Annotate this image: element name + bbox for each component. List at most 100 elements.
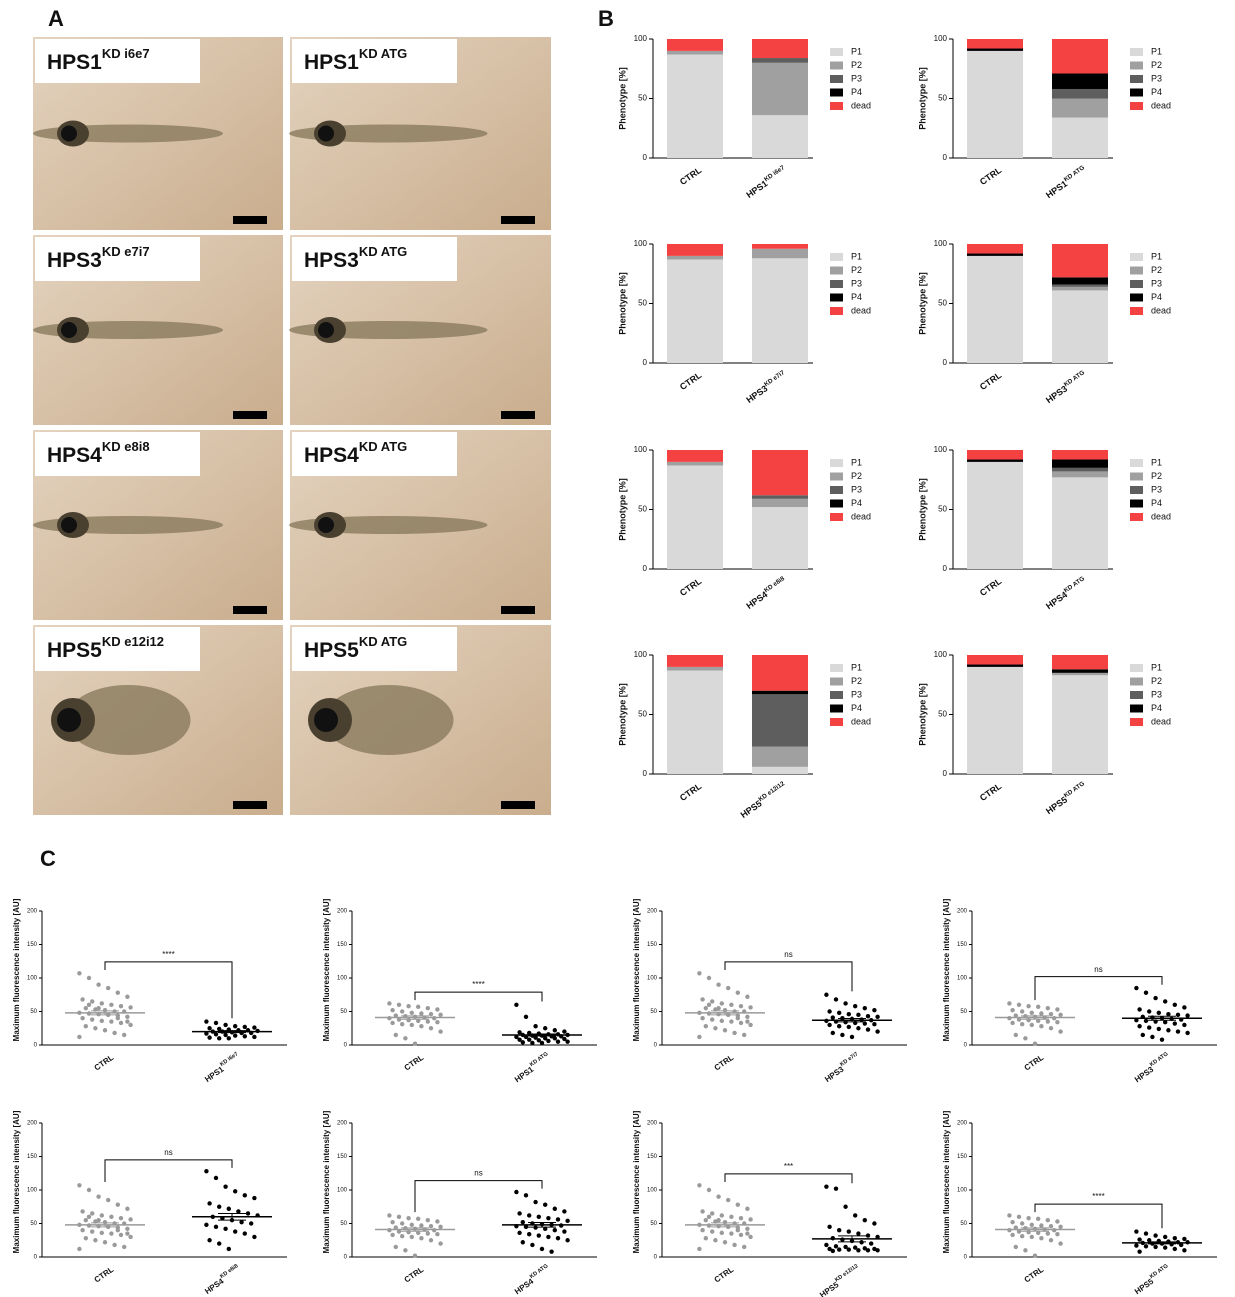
bar-segment: [752, 58, 808, 63]
data-point: [96, 1195, 100, 1199]
data-point: [1144, 991, 1148, 995]
legend-label: P1: [1151, 662, 1162, 672]
data-point: [84, 1236, 88, 1240]
legend-swatch: [1130, 75, 1143, 83]
data-point: [875, 1015, 879, 1019]
category-sup: KD ATG: [1063, 575, 1086, 594]
data-point: [745, 1227, 749, 1231]
legend-label: P1: [851, 662, 862, 672]
legend-swatch: [1130, 253, 1143, 261]
data-point: [748, 1235, 752, 1239]
bar-segment: [752, 767, 808, 774]
bar-segment: [752, 244, 808, 249]
legend-label: P1: [1151, 251, 1162, 261]
significance-label: ns: [1094, 965, 1102, 974]
data-point: [827, 1225, 831, 1229]
legend-label: P1: [851, 457, 862, 467]
data-point: [96, 983, 100, 987]
data-point: [745, 1019, 749, 1023]
x-tick-label: HPS4KD ATG: [1043, 575, 1088, 612]
data-point: [843, 1001, 847, 1005]
data-point: [103, 1240, 107, 1244]
bar-segment: [667, 450, 723, 462]
data-point: [704, 1236, 708, 1240]
data-point: [1141, 1033, 1145, 1037]
data-point: [419, 1011, 423, 1015]
data-point: [1173, 1236, 1177, 1240]
legend-swatch: [1130, 307, 1143, 315]
legend-label: P4: [1151, 292, 1162, 302]
data-point: [1058, 1225, 1062, 1229]
data-point: [87, 976, 91, 980]
data-point: [214, 1032, 218, 1036]
legend-swatch: [1130, 513, 1143, 521]
data-point: [1007, 1001, 1011, 1005]
data-point: [866, 1027, 870, 1031]
y-tick-label: 0: [344, 1043, 348, 1049]
data-point: [707, 1215, 711, 1219]
legend-label: P2: [1151, 265, 1162, 275]
data-point: [831, 1015, 835, 1019]
bar-segment: [752, 507, 808, 569]
data-point: [710, 1211, 714, 1215]
data-point: [745, 1207, 749, 1211]
data-point: [872, 1022, 876, 1026]
significance-label: ns: [164, 1148, 172, 1157]
y-tick-label: 100: [337, 976, 348, 982]
y-tick-label: 150: [957, 1154, 968, 1160]
x-tick-label: CTRL: [713, 1053, 736, 1073]
legend-swatch: [830, 486, 843, 494]
data-point: [400, 1221, 404, 1225]
data-point: [1173, 1003, 1177, 1007]
data-point: [403, 1248, 407, 1252]
y-axis-label: Phenotype [%]: [917, 272, 927, 335]
data-point: [112, 1031, 116, 1035]
data-point: [716, 983, 720, 987]
data-point: [1055, 1007, 1059, 1011]
bar-segment: [752, 655, 808, 691]
data-point: [697, 1183, 701, 1187]
data-point: [249, 1221, 253, 1225]
data-point: [850, 1035, 854, 1039]
data-point: [565, 1238, 569, 1242]
data-point: [837, 1247, 841, 1251]
significance-bracket: [1035, 1204, 1162, 1228]
y-tick-label: 200: [27, 909, 38, 915]
legend-label: P3: [1151, 73, 1162, 83]
data-point: [537, 1233, 541, 1237]
y-tick-label: 50: [638, 505, 647, 514]
data-point: [252, 1196, 256, 1200]
legend-swatch: [830, 48, 843, 56]
data-point: [429, 1238, 433, 1242]
data-point: [553, 1028, 557, 1032]
larva-eye: [318, 126, 334, 142]
data-point: [1023, 1036, 1027, 1040]
category-sup: KD e12i12: [834, 1264, 859, 1284]
data-point: [246, 1211, 250, 1215]
data-point: [517, 1211, 521, 1215]
data-point: [1026, 1216, 1030, 1220]
legend-swatch: [830, 718, 843, 726]
data-point: [720, 1019, 724, 1023]
data-point: [533, 1024, 537, 1028]
data-point: [831, 1031, 835, 1035]
data-point: [1039, 1223, 1043, 1227]
category-name: CTRL: [678, 576, 704, 598]
data-point: [84, 1218, 88, 1222]
legend-swatch: [830, 500, 843, 508]
category-name: CTRL: [978, 165, 1004, 187]
data-point: [1182, 1237, 1186, 1241]
y-tick-label: 0: [943, 769, 948, 778]
data-point: [565, 1039, 569, 1043]
x-tick-label: HPS5KD ATG: [1043, 780, 1088, 817]
significance-bracket: [725, 962, 852, 991]
y-axis-label: Phenotype [%]: [917, 67, 927, 130]
data-point: [233, 1229, 237, 1233]
legend-label: dead: [851, 100, 871, 110]
data-point: [553, 1036, 557, 1040]
y-tick-label: 150: [27, 942, 38, 948]
data-point: [207, 1201, 211, 1205]
y-tick-label: 50: [638, 299, 647, 308]
x-tick-label: HPS4KD e8i8: [202, 1264, 242, 1296]
data-point: [214, 1021, 218, 1025]
